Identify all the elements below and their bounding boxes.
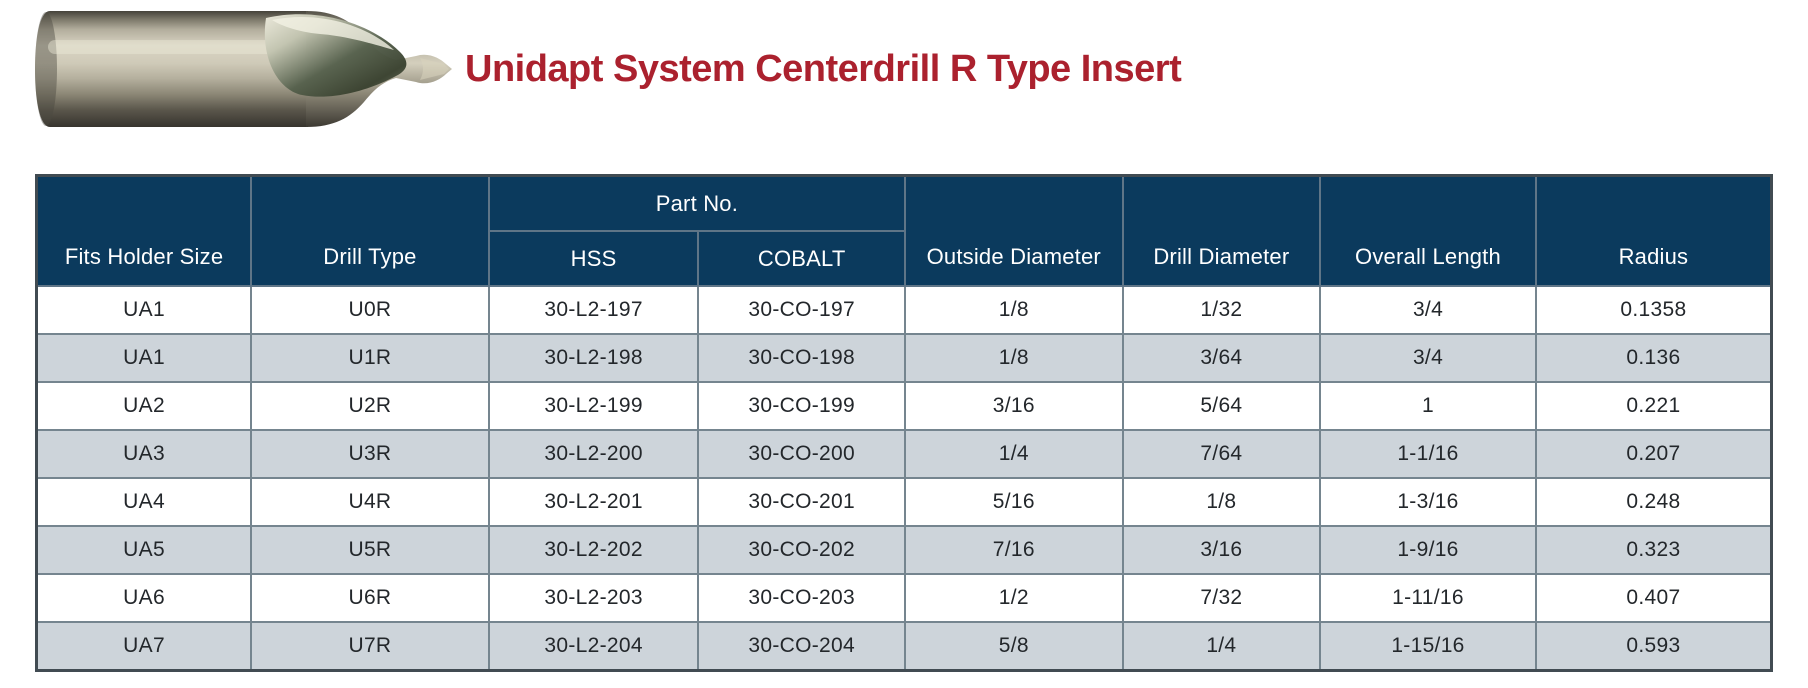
table-cell: U6R (250, 573, 490, 623)
col-header-drill-diameter: Drill Diameter (1121, 174, 1322, 287)
product-photo (28, 6, 473, 132)
table-cell: 0.207 (1534, 429, 1773, 479)
table-cell: 30-L2-202 (487, 525, 700, 575)
table-cell: 3/16 (904, 381, 1124, 431)
table-cell: 7/64 (1121, 429, 1322, 479)
table-cell: 0.136 (1534, 333, 1773, 383)
table-cell: 30-CO-201 (697, 477, 906, 527)
centerdrill-image (35, 11, 452, 127)
col-header-drill-type: Drill Type (250, 174, 490, 287)
table-cell: 1 (1319, 381, 1537, 431)
table-cell: 3/64 (1121, 333, 1322, 383)
table-cell: 3/16 (1121, 525, 1322, 575)
table-header: Fits Holder Size Drill Type Part No. Out… (35, 174, 1773, 287)
table-row: UA7 U7R 30-L2-204 30-CO-204 5/8 1/4 1-15/16 0.5… (35, 621, 1773, 672)
table-cell: 1-15/16 (1319, 621, 1537, 672)
table-cell: UA7 (35, 621, 253, 672)
table-cell: UA4 (35, 477, 253, 527)
table-cell: 30-L2-203 (487, 573, 700, 623)
table-cell: UA2 (35, 381, 253, 431)
table-cell: 1/8 (904, 333, 1124, 383)
table-cell: 30-L2-197 (487, 285, 700, 335)
table-cell: 5/64 (1121, 381, 1322, 431)
col-header-outside-diameter: Outside Diameter (904, 174, 1124, 287)
table-cell: 30-L2-201 (487, 477, 700, 527)
table-cell: 3/4 (1319, 285, 1537, 335)
table-cell: 0.593 (1534, 621, 1773, 672)
table-cell: 0.323 (1534, 525, 1773, 575)
table-cell: U1R (250, 333, 490, 383)
table-cell: 1/8 (1121, 477, 1322, 527)
table-cell: 5/16 (904, 477, 1124, 527)
header-row-sub: HSS COBALT (37, 230, 1772, 287)
page-title: Unidapt System Centerdrill R Type Insert (465, 48, 1182, 90)
table-cell: 1/2 (904, 573, 1124, 623)
table-cell: 30-L2-198 (487, 333, 700, 383)
table-cell: 30-CO-203 (697, 573, 906, 623)
col-group-part-no: Part No. (487, 174, 907, 232)
table-row: UA4 U4R 30-L2-201 30-CO-201 5/16 1/8 1-3/16 0.2… (35, 477, 1773, 527)
spec-table: Fits Holder Size Drill Type Part No. Out… (35, 174, 1773, 672)
table-cell: UA1 (35, 333, 253, 383)
table-cell: 30-L2-200 (487, 429, 700, 479)
header-row-group: Fits Holder Size Drill Type Part No. Out… (35, 174, 1773, 287)
table-cell: 5/8 (904, 621, 1124, 672)
table-cell: 1/32 (1121, 285, 1322, 335)
table-cell: 0.248 (1534, 477, 1773, 527)
table-cell: 0.1358 (1534, 285, 1773, 335)
table-cell: U0R (250, 285, 490, 335)
table-cell: 30-L2-204 (487, 621, 700, 672)
table-cell: U5R (250, 525, 490, 575)
table-cell: U7R (250, 621, 490, 672)
col-header-overall-length: Overall Length (1319, 174, 1537, 287)
table-cell: 7/16 (904, 525, 1124, 575)
col-header-radius: Radius (1534, 174, 1773, 287)
table-cell: 30-CO-204 (697, 621, 906, 672)
table-body: UA1 U0R 30-L2-197 30-CO-197 1/8 1/32 3/4 0.1358… (35, 285, 1773, 672)
table-cell: U2R (250, 381, 490, 431)
col-header-cobalt: COBALT (697, 230, 906, 287)
table-cell: U3R (250, 429, 490, 479)
table-cell: UA6 (35, 573, 253, 623)
table-row: UA1 U1R 30-L2-198 30-CO-198 1/8 3/64 3/4 0.136 (35, 333, 1773, 383)
table-cell: 30-CO-197 (697, 285, 906, 335)
table-cell: 7/32 (1121, 573, 1322, 623)
table-cell: 1/4 (904, 429, 1124, 479)
table-row: UA6 U6R 30-L2-203 30-CO-203 1/2 7/32 1-11/16 0.… (35, 573, 1773, 623)
table-cell: 0.221 (1534, 381, 1773, 431)
table-cell: 1-1/16 (1319, 429, 1537, 479)
table-row: UA5 U5R 30-L2-202 30-CO-202 7/16 3/16 1-9/16 0.… (35, 525, 1773, 575)
table-cell: 30-CO-202 (697, 525, 906, 575)
table-cell: 1/4 (1121, 621, 1322, 672)
table-cell: 3/4 (1319, 333, 1537, 383)
table-cell: UA3 (35, 429, 253, 479)
table-cell: 1-9/16 (1319, 525, 1537, 575)
table-row: UA3 U3R 30-L2-200 30-CO-200 1/4 7/64 1-1/16 0.2… (35, 429, 1773, 479)
table-row: UA1 U0R 30-L2-197 30-CO-197 1/8 1/32 3/4 0.1358 (35, 285, 1773, 335)
table-cell: UA5 (35, 525, 253, 575)
col-header-hss: HSS (487, 230, 700, 287)
table-cell: 1-3/16 (1319, 477, 1537, 527)
table-cell: 30-CO-199 (697, 381, 906, 431)
table-cell: UA1 (35, 285, 253, 335)
table-cell: 30-CO-200 (697, 429, 906, 479)
table-cell: U4R (250, 477, 490, 527)
col-header-fits-holder-size: Fits Holder Size (35, 174, 253, 287)
table-cell: 30-CO-198 (697, 333, 906, 383)
table-cell: 30-L2-199 (487, 381, 700, 431)
table-cell: 1/8 (904, 285, 1124, 335)
table-cell: 1-11/16 (1319, 573, 1537, 623)
table-cell: 0.407 (1534, 573, 1773, 623)
table-row: UA2 U2R 30-L2-199 30-CO-199 3/16 5/64 1 0.221 (35, 381, 1773, 431)
